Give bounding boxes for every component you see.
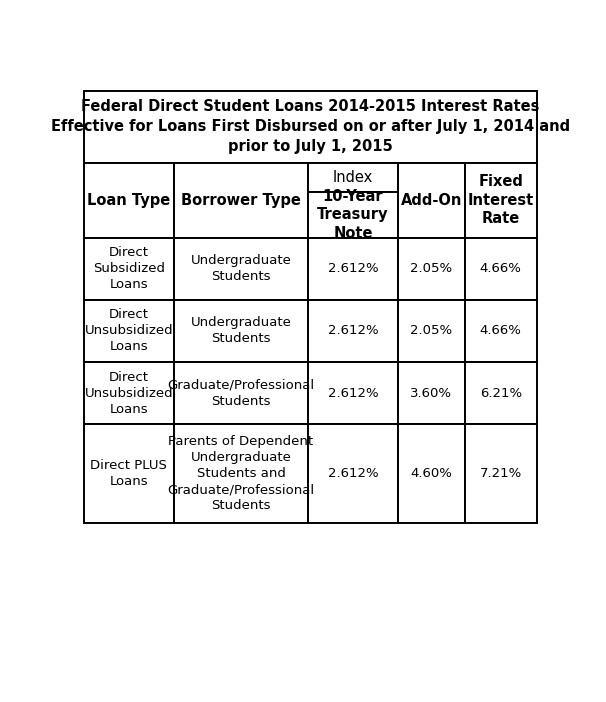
Bar: [174, 300, 308, 362]
Text: Graduate/Professional
Students: Graduate/Professional Students: [167, 378, 315, 408]
Bar: [465, 163, 537, 238]
Text: 2.05%: 2.05%: [410, 324, 452, 338]
Text: 3.60%: 3.60%: [410, 387, 452, 399]
Bar: [308, 163, 398, 192]
Text: Direct
Unsubsidized
Loans: Direct Unsubsidized Loans: [85, 371, 173, 416]
Text: Direct
Subsidized
Loans: Direct Subsidized Loans: [93, 246, 165, 291]
Bar: [398, 163, 465, 238]
Bar: [174, 163, 308, 238]
Bar: [308, 238, 398, 300]
Text: 2.612%: 2.612%: [328, 324, 378, 338]
Text: 7.21%: 7.21%: [479, 468, 522, 480]
Bar: [308, 362, 398, 424]
Bar: [174, 238, 308, 300]
Bar: [84, 362, 174, 424]
Text: Add-On: Add-On: [401, 192, 462, 208]
Bar: [465, 238, 537, 300]
Bar: [398, 300, 465, 362]
Bar: [308, 424, 398, 523]
Text: 2.05%: 2.05%: [410, 263, 452, 275]
Bar: [84, 424, 174, 523]
Text: Direct
Unsubsidized
Loans: Direct Unsubsidized Loans: [85, 308, 173, 354]
Bar: [465, 424, 537, 523]
Text: 6.21%: 6.21%: [480, 387, 522, 399]
Bar: [174, 362, 308, 424]
Text: 2.612%: 2.612%: [328, 468, 378, 480]
Text: Undergraduate
Students: Undergraduate Students: [190, 254, 291, 284]
Bar: [308, 300, 398, 362]
Text: Index: Index: [333, 170, 373, 185]
Text: Loan Type: Loan Type: [87, 192, 170, 208]
Text: 4.66%: 4.66%: [480, 263, 522, 275]
Text: 10-Year
Treasury
Note: 10-Year Treasury Note: [318, 189, 389, 241]
Text: 4.60%: 4.60%: [410, 468, 452, 480]
Bar: [465, 300, 537, 362]
Text: 4.66%: 4.66%: [480, 324, 522, 338]
Text: Direct PLUS
Loans: Direct PLUS Loans: [90, 459, 167, 488]
Bar: [84, 91, 537, 163]
Text: Borrower Type: Borrower Type: [181, 192, 301, 208]
Bar: [174, 424, 308, 523]
Text: Fixed
Interest
Rate: Fixed Interest Rate: [468, 174, 534, 226]
Bar: [84, 163, 174, 238]
Text: Federal Direct Student Loans 2014-2015 Interest Rates
Effective for Loans First : Federal Direct Student Loans 2014-2015 I…: [51, 100, 570, 154]
Bar: [465, 362, 537, 424]
Bar: [84, 238, 174, 300]
Bar: [84, 300, 174, 362]
Text: 2.612%: 2.612%: [328, 387, 378, 399]
Text: 2.612%: 2.612%: [328, 263, 378, 275]
Text: Parents of Dependent
Undergraduate
Students and
Graduate/Professional
Students: Parents of Dependent Undergraduate Stude…: [167, 435, 315, 512]
Bar: [308, 192, 398, 238]
Text: Undergraduate
Students: Undergraduate Students: [190, 317, 291, 345]
Bar: [398, 362, 465, 424]
Bar: [398, 238, 465, 300]
Bar: [398, 424, 465, 523]
